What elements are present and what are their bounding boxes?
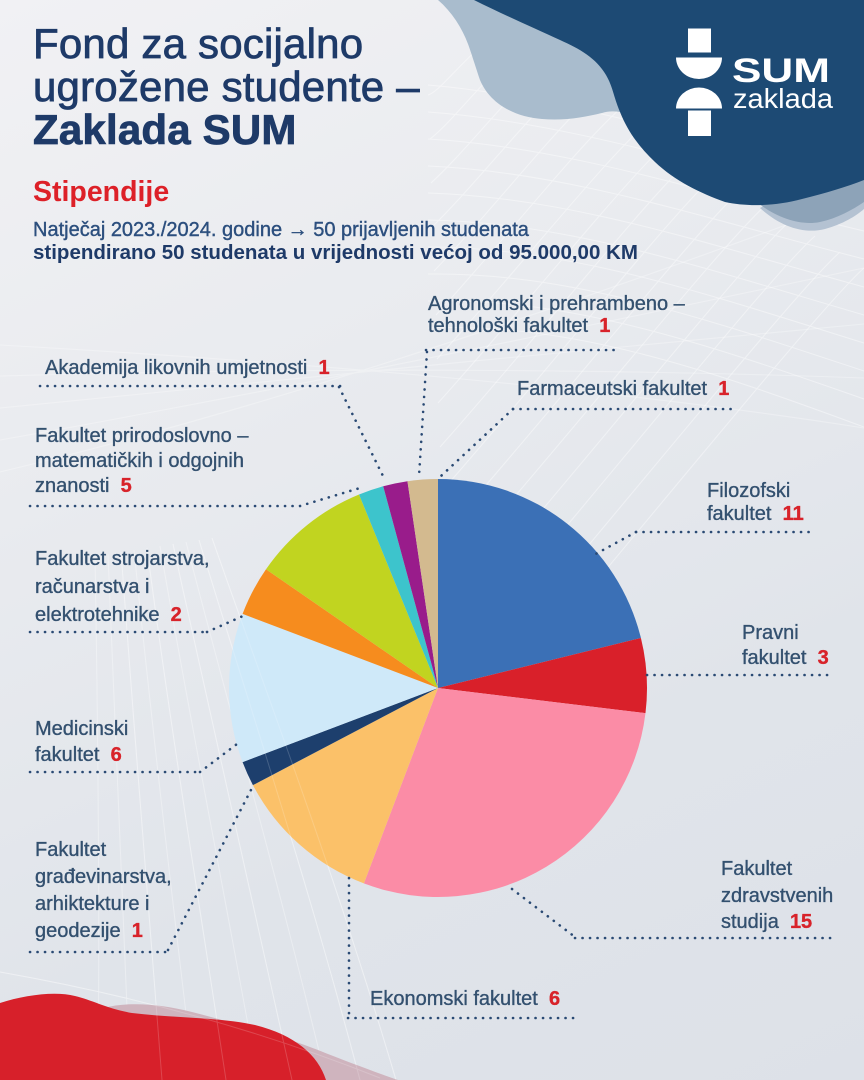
svg-text:zaklada: zaklada (733, 83, 833, 114)
svg-text:SUM: SUM (732, 52, 830, 90)
